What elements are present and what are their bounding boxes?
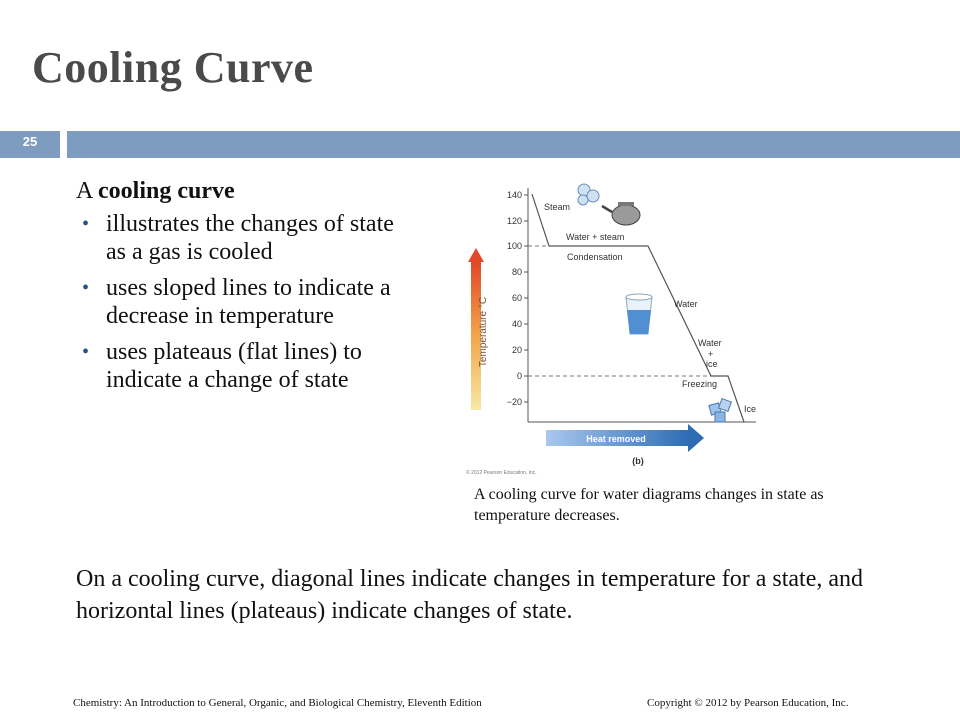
label-freezing: Freezing [682, 379, 717, 389]
y-tick-label: 60 [512, 293, 522, 303]
y-tick-label: 40 [512, 319, 522, 329]
bullet-dot-icon: • [82, 213, 90, 235]
steam-kettle-icon [577, 183, 641, 226]
bullet-text: uses sloped lines to indicate a decrease… [106, 275, 391, 329]
footer-book-title: Chemistry: An Introduction to General, O… [73, 697, 482, 709]
y-tick-label: 0 [517, 371, 522, 381]
y-tick-labels: 140 120 100 80 60 40 20 0 −20 [507, 190, 522, 407]
heat-removed-label: Heat removed [586, 434, 646, 444]
ice-cubes-icon [708, 397, 733, 423]
y-axis-label: Temperature °C [478, 297, 489, 367]
y-tick-label: 100 [507, 241, 522, 251]
intro-line: A cooling curve [76, 176, 406, 206]
figure-copyright: © 2012 Pearson Education, Inc. [466, 469, 537, 476]
intro-prefix: A [76, 178, 99, 204]
y-tick-label: 80 [512, 267, 522, 277]
label-water: Water [674, 299, 698, 309]
bullet-item: • illustrates the changes of state as a g… [76, 210, 406, 266]
slide-number: 25 [22, 134, 38, 149]
bullet-item: • uses plateaus (flat lines) to indicate … [76, 338, 406, 394]
y-tick-label: 20 [512, 345, 522, 355]
header-band-right [67, 131, 960, 158]
bullet-dot-icon: • [82, 277, 90, 299]
bullet-section: A cooling curve • illustrates the changes… [76, 176, 406, 402]
header-band [0, 131, 960, 158]
y-tick-label: −20 [507, 397, 522, 407]
panel-label: (b) [632, 456, 644, 466]
bullet-item: • uses sloped lines to indicate a decreas… [76, 274, 406, 330]
label-condensation: Condensation [567, 252, 623, 262]
y-ticks [524, 194, 528, 403]
cooling-curve-svg: Temperature °C 140 120 100 80 60 40 20 0… [466, 183, 756, 476]
bullet-dot-icon: • [82, 341, 90, 363]
intro-bold: cooling curve [98, 178, 235, 204]
footer-copyright: Copyright © 2012 by Pearson Education, I… [647, 697, 849, 709]
label-water-steam: Water + steam [566, 232, 624, 242]
label-ice: Ice [744, 404, 756, 414]
header-band-left [0, 131, 60, 158]
label-water-ice-3: ice [706, 359, 718, 369]
label-water-ice-1: Water [698, 338, 722, 348]
bullet-text: uses plateaus (flat lines) to indicate a… [106, 339, 362, 393]
cooling-curve-line [531, 193, 745, 423]
curve-labels: Steam Water + steam Condensation Water W… [544, 202, 756, 414]
label-water-ice-2: + [708, 349, 713, 359]
bullet-text: illustrates the changes of state as a ga… [106, 211, 394, 265]
y-tick-label: 140 [507, 190, 522, 200]
temperature-arrow-head [468, 248, 484, 262]
slide-title: Cooling Curve [32, 43, 314, 92]
bullet-list: • illustrates the changes of state as a g… [76, 210, 406, 394]
label-steam: Steam [544, 202, 570, 212]
water-glass-icon [625, 293, 653, 335]
heat-removed-arrow: Heat removed [546, 424, 704, 452]
summary-paragraph: On a cooling curve, diagonal lines indic… [76, 566, 864, 624]
cooling-curve-figure: Temperature °C 140 120 100 80 60 40 20 0… [466, 182, 766, 482]
figure-caption: A cooling curve for water diagrams chang… [474, 486, 824, 524]
y-tick-label: 120 [507, 216, 522, 226]
temperature-arrow-bar [471, 262, 481, 410]
